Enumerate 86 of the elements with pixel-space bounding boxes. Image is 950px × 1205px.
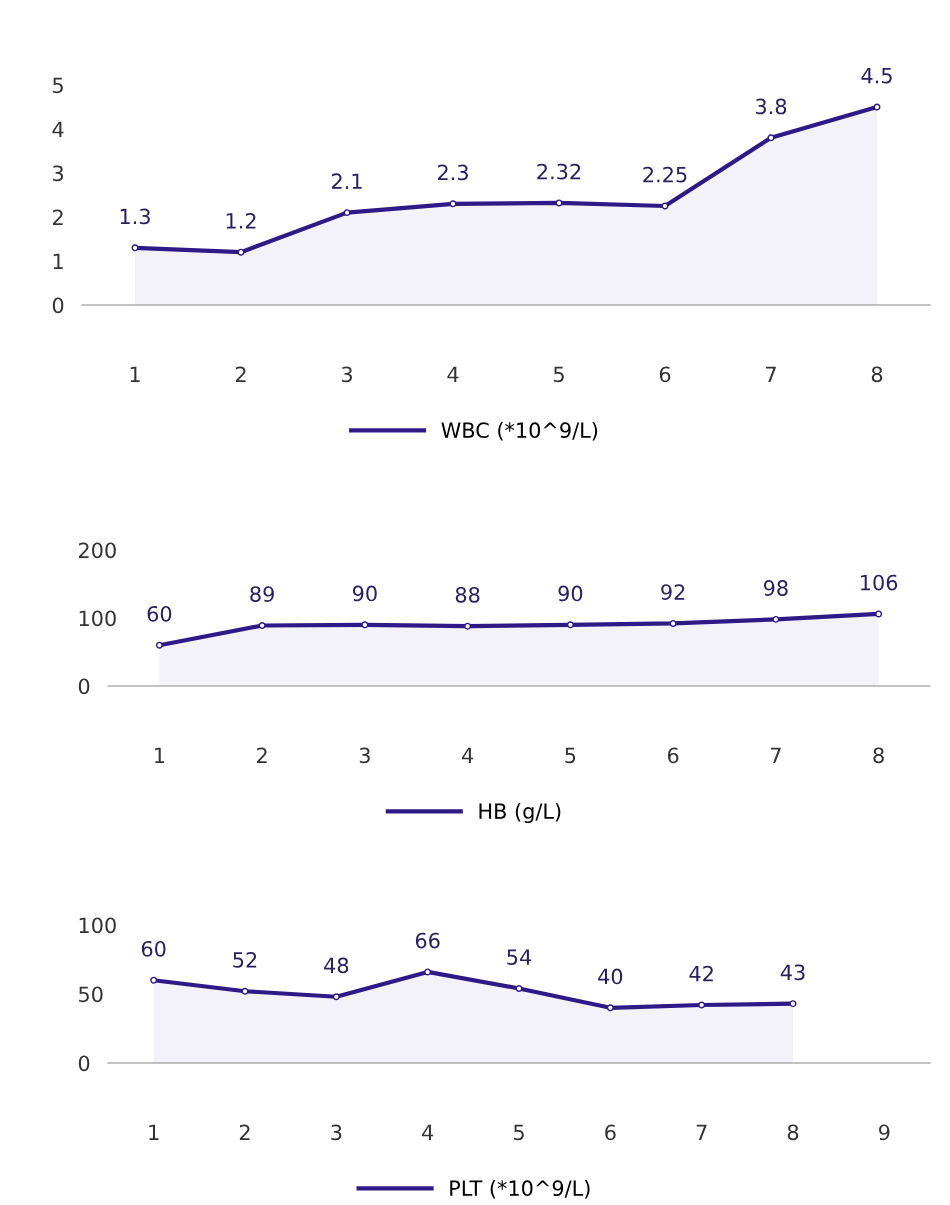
x-tick-label: 7	[766, 366, 776, 382]
point	[555, 199, 563, 207]
data-label: 43	[780, 964, 805, 981]
x-tick-label: 4	[422, 1124, 434, 1140]
data-label: 60	[147, 605, 172, 622]
x-tick-label: 5	[565, 747, 576, 764]
x-tick-label: 9	[879, 1124, 890, 1141]
x-tick-label: 8	[873, 747, 884, 764]
data-label: 4.5	[861, 68, 892, 84]
point	[772, 615, 780, 623]
legend-label: HB (g/L)	[479, 802, 561, 824]
data-label: 2.25	[643, 166, 687, 183]
point	[515, 985, 523, 992]
point	[155, 641, 163, 649]
point	[767, 134, 775, 142]
point	[131, 244, 139, 252]
x-tick-label: 4	[462, 747, 474, 763]
x-tick-label: 7	[696, 1124, 707, 1140]
data-label: 42	[689, 965, 713, 982]
x-tick-label: 5	[553, 366, 564, 383]
x-tick-label: 6	[605, 1124, 616, 1141]
x-tick-label: 6	[667, 747, 679, 764]
data-label: 3.8	[756, 98, 787, 115]
y-tick-label: 0	[78, 1055, 90, 1072]
point	[237, 248, 245, 256]
x-tick-label: 1	[130, 366, 140, 382]
data-label: 2.3	[437, 164, 468, 181]
y-tick-label: 0	[52, 297, 64, 314]
x-tick-label: 2	[257, 747, 267, 763]
point	[332, 993, 340, 1001]
x-tick-label: 3	[331, 1124, 342, 1141]
data-label: 106	[861, 574, 898, 591]
data-label: 66	[415, 932, 440, 949]
data-label: 2.1	[331, 173, 362, 189]
y-tick-label: 2	[52, 209, 63, 225]
point	[424, 968, 432, 976]
data-label: 89	[250, 586, 274, 602]
point	[875, 610, 883, 618]
x-tick-label: 8	[871, 366, 883, 383]
point	[361, 621, 369, 629]
x-tick-label: 5	[513, 1124, 524, 1141]
x-tick-label: 3	[341, 366, 352, 383]
point	[150, 976, 158, 984]
point	[464, 622, 472, 630]
data-label: 1.3	[120, 208, 150, 225]
x-tick-label: 1	[149, 1124, 159, 1140]
x-tick-label: 1	[155, 747, 165, 763]
point	[698, 1001, 706, 1009]
x-tick-label: 7	[770, 747, 781, 763]
y-tick-label: 100	[79, 917, 116, 934]
y-tick-label: 1	[53, 253, 63, 269]
data-label: 90	[558, 585, 583, 602]
data-label: 92	[661, 584, 685, 600]
x-tick-label: 2	[239, 1124, 250, 1140]
point	[669, 619, 677, 627]
y-tick-label: 200	[78, 542, 116, 559]
y-tick-label: 0	[78, 678, 90, 695]
data-label: 2.32	[537, 163, 581, 180]
data-label: 98	[763, 580, 788, 596]
legend-label: PLT (*10^9/L)	[450, 1179, 590, 1199]
y-tick-label: 50	[79, 986, 103, 1003]
data-label: 40	[598, 968, 623, 985]
point	[241, 987, 249, 995]
y-tick-label: 3	[53, 165, 64, 182]
point	[789, 1000, 797, 1008]
point	[343, 209, 351, 217]
point	[449, 200, 457, 208]
data-label: 52	[233, 952, 257, 968]
x-tick-label: 2	[235, 366, 246, 382]
y-tick-label: 4	[52, 121, 64, 137]
data-label: 1.2	[226, 212, 256, 229]
x-tick-label: 4	[447, 366, 459, 382]
x-tick-label: 6	[659, 366, 671, 383]
data-label: 60	[141, 940, 166, 957]
data-label: 88	[455, 586, 480, 603]
x-tick-label: 3	[359, 747, 370, 764]
data-label: 48	[324, 957, 349, 974]
point	[606, 1004, 614, 1012]
legend-label: WBC (*10^9/L)	[441, 421, 598, 441]
data-label: 54	[507, 949, 532, 965]
y-tick-label: 100	[79, 610, 116, 627]
x-tick-label: 8	[787, 1124, 799, 1141]
point	[566, 621, 574, 629]
data-label: 90	[352, 585, 377, 602]
point	[258, 622, 266, 629]
y-tick-label: 5	[53, 77, 63, 94]
